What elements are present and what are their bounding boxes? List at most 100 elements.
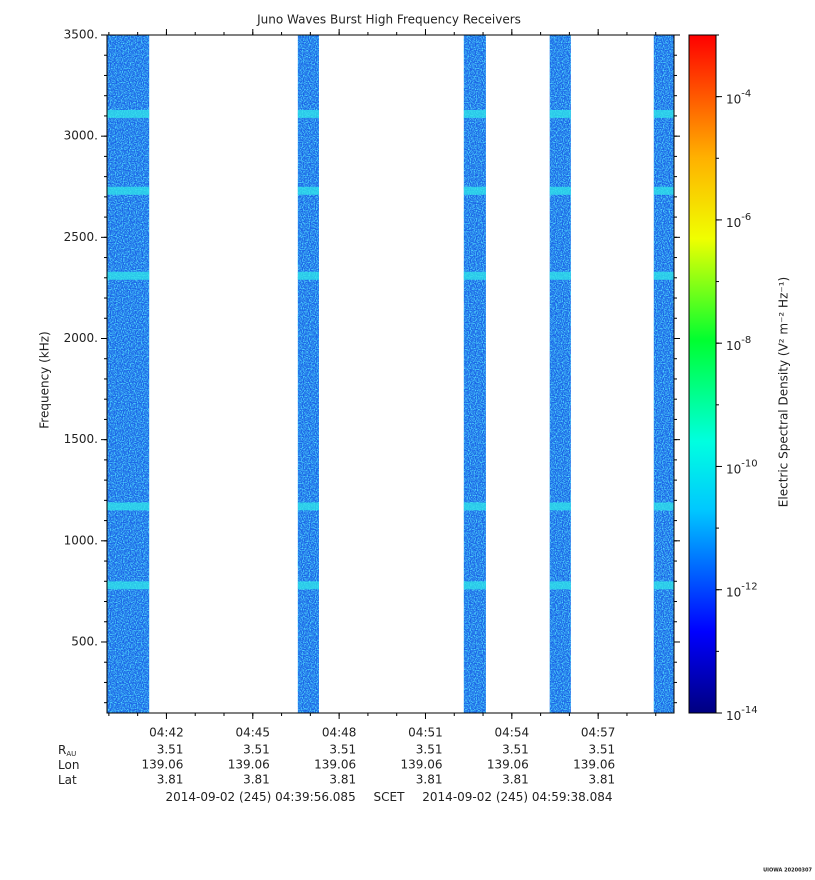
bright-band	[653, 186, 674, 195]
ephemeris-value: 3.51	[329, 743, 356, 757]
colorbar-tick-label: 10-4	[726, 89, 751, 107]
ephemeris-value: 3.81	[329, 773, 356, 787]
bright-band	[549, 502, 571, 511]
ephemeris-value: 3.81	[502, 773, 529, 787]
colorbar-tick-base: 10	[726, 339, 741, 353]
bright-band	[549, 581, 571, 590]
colorbar-tick-label: 10-8	[726, 335, 751, 353]
bright-band	[297, 109, 319, 118]
x-tick-label: 04:51	[408, 726, 443, 740]
colorbar-tick-base: 10	[726, 462, 741, 476]
ephemeris-label: Lon	[58, 758, 79, 772]
end-time: 2014-09-02 (245) 04:59:38.084	[422, 790, 612, 804]
burst-noise	[549, 35, 571, 713]
ephemeris-name: R	[58, 743, 66, 757]
bright-band	[463, 502, 486, 511]
bright-band	[297, 186, 319, 195]
colorbar-label: Electric Spectral Density (V² m⁻² Hz⁻¹)	[777, 277, 791, 507]
colorbar-tick-label: 10-6	[726, 212, 751, 230]
bright-band	[549, 186, 571, 195]
ephemeris-value: 139.06	[487, 758, 529, 772]
x-tick-label: 04:54	[495, 726, 530, 740]
ephemeris-value: 3.51	[502, 743, 529, 757]
colorbar-tick-exp: -6	[741, 212, 751, 223]
ephemeris-value: 139.06	[228, 758, 270, 772]
bright-band	[297, 271, 319, 280]
colorbar-tick-label: 10-12	[726, 582, 758, 600]
ephemeris-value: 139.06	[573, 758, 615, 772]
ephemeris-label: Lat	[58, 773, 77, 787]
bright-band	[106, 271, 150, 280]
chart-title: Juno Waves Burst High Frequency Receiver…	[256, 13, 521, 27]
bright-band	[297, 581, 319, 590]
bright-band	[549, 271, 571, 280]
colorbar-tick-base: 10	[726, 709, 741, 723]
burst-noise	[106, 35, 150, 713]
y-tick-label: 3000.	[64, 129, 98, 143]
burst-noise	[297, 35, 319, 713]
ephemeris-name: Lat	[58, 773, 77, 787]
colorbar-tick-exp: -4	[741, 89, 751, 100]
colorbar-tick-label: 10-10	[726, 458, 758, 476]
colorbar-tick-base: 10	[726, 585, 741, 599]
colorbar-frame	[688, 34, 717, 714]
plot-frame	[106, 34, 675, 714]
colorbar-tick-exp: -10	[741, 458, 757, 469]
y-tick-label: 1500.	[64, 432, 98, 446]
bright-band	[106, 581, 150, 590]
burst-noise	[653, 35, 674, 713]
colorbar-tick-exp: -8	[741, 335, 751, 346]
bright-band	[297, 502, 319, 511]
ephemeris-value: 139.06	[400, 758, 442, 772]
bright-band	[653, 271, 674, 280]
y-tick-label: 3500.	[64, 28, 98, 42]
bright-band	[463, 581, 486, 590]
ephemeris-value: 3.51	[157, 743, 184, 757]
bright-band	[106, 502, 150, 511]
ephemeris-value: 3.51	[243, 743, 270, 757]
bright-band	[106, 186, 150, 195]
ephemeris-value: 3.81	[157, 773, 184, 787]
ephemeris-value: 139.06	[314, 758, 356, 772]
bright-band	[463, 186, 486, 195]
time-system: SCET	[374, 790, 406, 804]
colorbar-tick-base: 10	[726, 92, 741, 106]
time-range: 2014-09-02 (245) 04:39:56.085 SCET 2014-…	[165, 790, 612, 804]
colorbar-tick-exp: -12	[741, 582, 757, 593]
ephemeris-value: 3.81	[416, 773, 443, 787]
ephemeris-value: 3.81	[588, 773, 615, 787]
bright-band	[653, 502, 674, 511]
y-tick-label: 2500.	[64, 230, 98, 244]
ephemeris-name: Lon	[58, 758, 79, 772]
bright-band	[653, 109, 674, 118]
start-time: 2014-09-02 (245) 04:39:56.085	[165, 790, 355, 804]
colorbar-tick-label: 10-14	[726, 705, 758, 723]
bright-band	[549, 109, 571, 118]
credit: UIOWA 20200307	[763, 868, 812, 874]
ephemeris-label: RAU	[58, 743, 76, 759]
x-tick-label: 04:48	[322, 726, 357, 740]
ephemeris-value: 139.06	[141, 758, 183, 772]
x-tick-label: 04:45	[235, 726, 270, 740]
x-tick-label: 04:57	[581, 726, 616, 740]
bright-band	[106, 109, 150, 118]
y-tick-label: 2000.	[64, 331, 98, 345]
colorbar-tick-exp: -14	[741, 705, 757, 716]
ephemeris-value: 3.51	[588, 743, 615, 757]
colorbar	[689, 35, 716, 713]
ephemeris-sub: AU	[66, 750, 76, 758]
burst-noise	[463, 35, 486, 713]
ephemeris-value: 3.81	[243, 773, 270, 787]
bright-band	[653, 581, 674, 590]
colorbar-tick-base: 10	[726, 215, 741, 229]
bright-band	[463, 271, 486, 280]
y-tick-label: 1000.	[64, 533, 98, 547]
x-tick-label: 04:42	[149, 726, 184, 740]
bright-band	[463, 109, 486, 118]
y-tick-label: 500.	[71, 634, 98, 648]
ephemeris-value: 3.51	[416, 743, 443, 757]
y-axis-label: Frequency (kHz)	[38, 331, 52, 428]
